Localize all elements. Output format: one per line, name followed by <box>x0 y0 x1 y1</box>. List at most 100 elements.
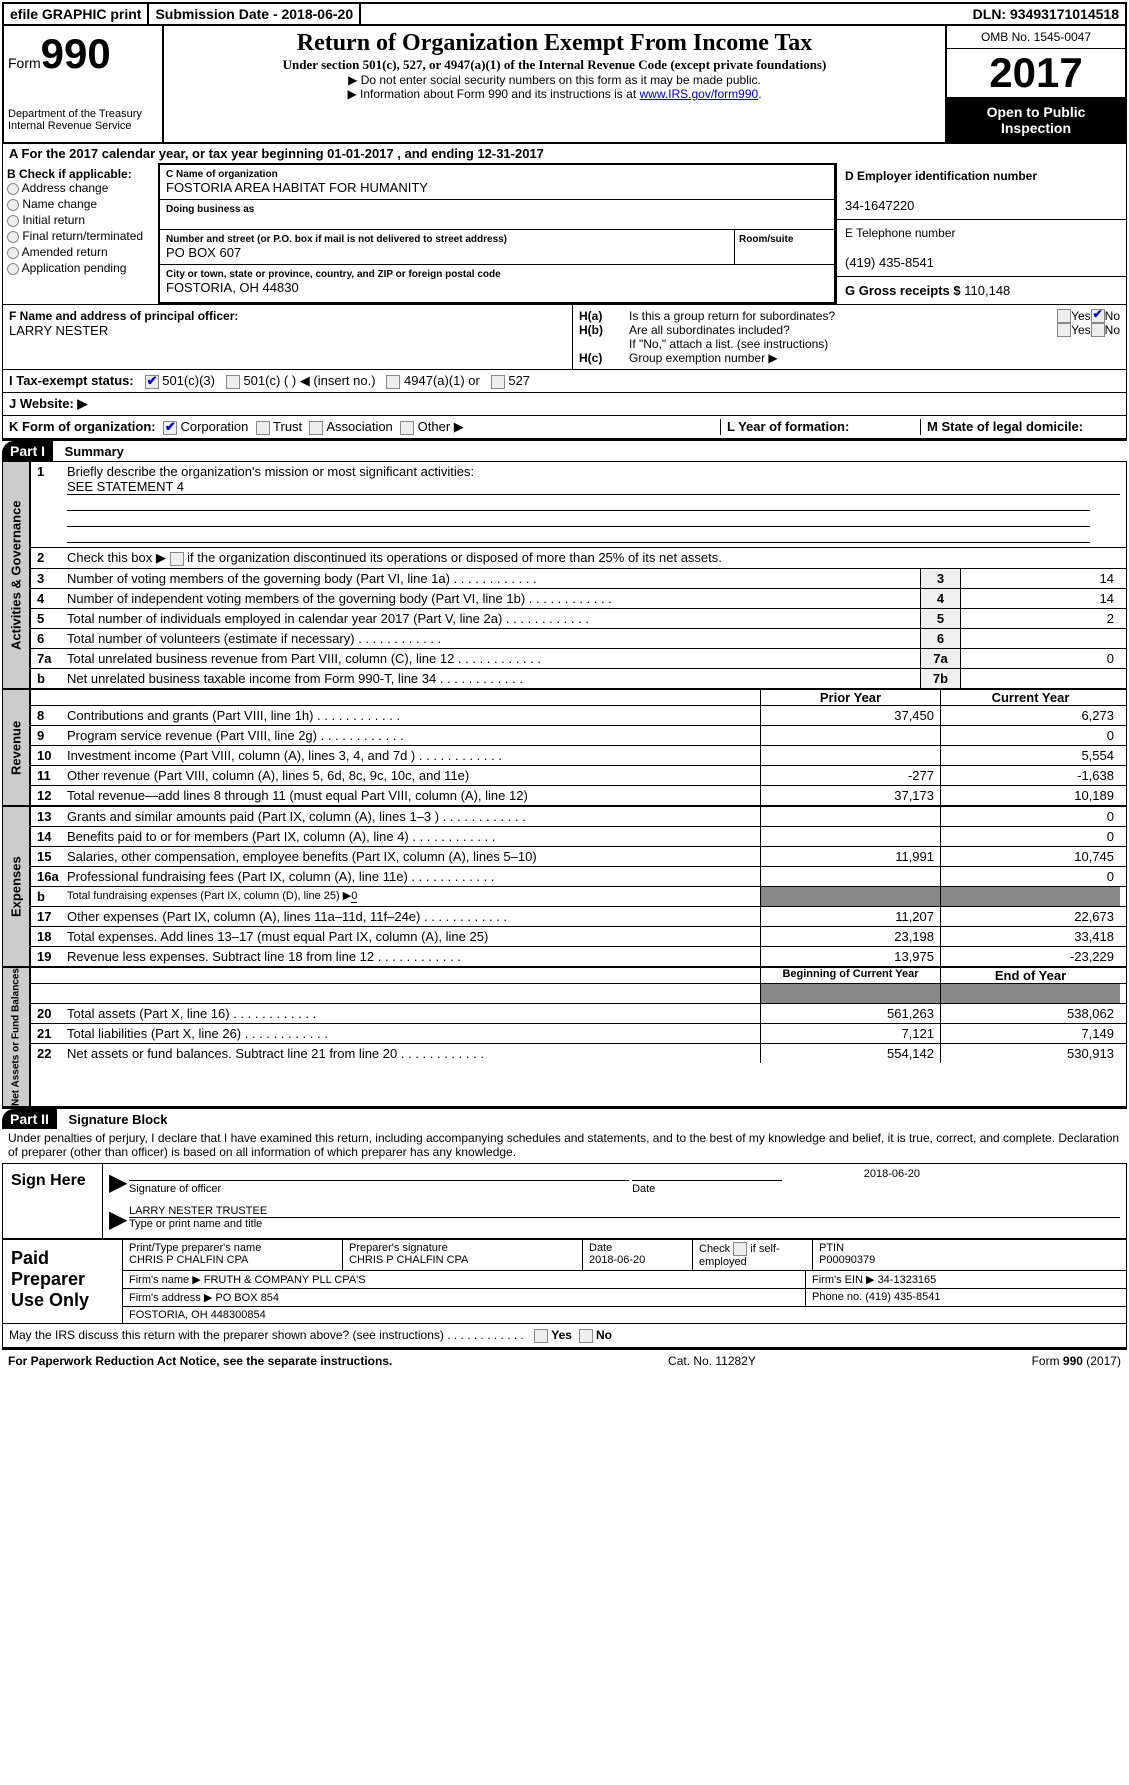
name-change-radio[interactable] <box>7 199 19 211</box>
form-title: Return of Organization Exempt From Incom… <box>168 30 941 57</box>
initial-return-radio[interactable] <box>7 215 19 227</box>
paid-preparer-label: Paid Preparer Use Only <box>3 1240 123 1323</box>
side-revenue: Revenue <box>2 689 30 806</box>
sig-date: 2018-06-20 <box>129 1168 1120 1180</box>
room-label: Room/suite <box>734 230 834 264</box>
ha-label: H(a) <box>579 309 629 323</box>
line5-value: 2 <box>960 609 1120 628</box>
side-netassets: Net Assets or Fund Balances <box>2 967 30 1107</box>
side-expenses: Expenses <box>2 806 30 967</box>
line7b-value <box>960 669 1120 688</box>
notice-info-pre: ▶ Information about Form 990 and its ins… <box>347 87 639 101</box>
ha-no-check[interactable] <box>1091 309 1105 323</box>
amended-return-radio[interactable] <box>7 247 19 259</box>
corp-check[interactable] <box>163 421 177 435</box>
firm-ein: 34-1323165 <box>878 1274 937 1286</box>
tax-year: 2017 <box>947 49 1125 98</box>
org-name: FOSTORIA AREA HABITAT FOR HUMANITY <box>166 180 828 195</box>
hb-yes-check[interactable] <box>1057 323 1071 337</box>
application-pending-radio[interactable] <box>7 263 19 275</box>
side-governance: Activities & Governance <box>2 461 30 689</box>
street-value: PO BOX 607 <box>166 245 734 260</box>
hb-no-check[interactable] <box>1091 323 1105 337</box>
part1-header: Part I <box>2 441 53 461</box>
self-emp-check[interactable] <box>733 1242 747 1256</box>
hc-label: H(c) <box>579 351 629 365</box>
discuss-yes-check[interactable] <box>534 1329 548 1343</box>
org-name-label: C Name of organization <box>166 169 828 180</box>
top-bar: efile GRAPHIC print Submission Date - 20… <box>2 2 1127 26</box>
hdr-curr: Current Year <box>940 690 1120 705</box>
line7a-value: 0 <box>960 649 1120 668</box>
sig-officer-label: Signature of officer <box>129 1180 629 1195</box>
i-label: I Tax-exempt status: <box>9 373 134 388</box>
paperwork-notice: For Paperwork Reduction Act Notice, see … <box>8 1354 392 1368</box>
final-return-radio[interactable] <box>7 231 19 243</box>
city-label: City or town, state or province, country… <box>166 269 828 280</box>
line6-value <box>960 629 1120 648</box>
omb-number: OMB No. 1545-0047 <box>947 26 1125 49</box>
discuss-no-check[interactable] <box>579 1329 593 1343</box>
other-check[interactable] <box>400 421 414 435</box>
notice-ssn: ▶ Do not enter social security numbers o… <box>168 73 941 87</box>
dba-label: Doing business as <box>166 204 828 215</box>
b-label: B Check if applicable: <box>7 167 154 181</box>
penalty-text: Under penalties of perjury, I declare th… <box>2 1129 1127 1161</box>
line4-text: Number of independent voting members of … <box>67 591 920 606</box>
527-check[interactable] <box>491 375 505 389</box>
officer-label: F Name and address of principal officer: <box>9 309 566 323</box>
part2-title: Signature Block <box>69 1112 168 1127</box>
gross-value: 110,148 <box>964 283 1010 298</box>
l-label: L Year of formation: <box>727 419 849 434</box>
efile-label: efile GRAPHIC print <box>4 4 149 24</box>
submission-date: Submission Date - 2018-06-20 <box>149 4 361 24</box>
part2-header: Part II <box>2 1109 57 1129</box>
ha-text: Is this a group return for subordinates? <box>629 309 1057 323</box>
firm-addr2: FOSTORIA, OH 448300854 <box>123 1307 272 1323</box>
section-d: D Employer identification number 34-1647… <box>836 163 1126 304</box>
line6-text: Total number of volunteers (estimate if … <box>67 631 920 646</box>
row-a-period: A For the 2017 calendar year, or tax yea… <box>3 144 1126 163</box>
open-inspection: Open to Public Inspection <box>947 98 1125 142</box>
street-label: Number and street (or P.O. box if mail i… <box>166 234 734 245</box>
hc-text: Group exemption number ▶ <box>629 351 778 365</box>
section-c: C Name of organization FOSTORIA AREA HAB… <box>158 163 836 304</box>
line2-check[interactable] <box>170 552 184 566</box>
line7b-text: Net unrelated business taxable income fr… <box>67 671 920 686</box>
line1-value: SEE STATEMENT 4 <box>67 479 1120 495</box>
assoc-check[interactable] <box>309 421 323 435</box>
hdr-boy: Beginning of Current Year <box>760 968 940 983</box>
cat-number: Cat. No. 11282Y <box>668 1354 756 1368</box>
hdr-prior: Prior Year <box>760 690 940 705</box>
preparer-date: 2018-06-20 <box>589 1254 686 1266</box>
k-label: K Form of organization: <box>9 419 156 434</box>
irs-link[interactable]: www.IRS.gov/form990 <box>639 87 758 101</box>
tel-label: E Telephone number <box>845 226 1118 240</box>
trust-check[interactable] <box>256 421 270 435</box>
hb-label: H(b) <box>579 323 629 337</box>
irs-label: Internal Revenue Service <box>8 120 158 132</box>
signer-name: LARRY NESTER TRUSTEE <box>129 1205 1120 1218</box>
501c3-check[interactable] <box>145 375 159 389</box>
ptin-value: P00090379 <box>819 1254 1120 1266</box>
ein-label: D Employer identification number <box>845 169 1118 183</box>
line7a-text: Total unrelated business revenue from Pa… <box>67 651 920 666</box>
501c-check[interactable] <box>226 375 240 389</box>
firm-phone: (419) 435-8541 <box>865 1291 940 1303</box>
4947-check[interactable] <box>386 375 400 389</box>
address-change-radio[interactable] <box>7 183 19 195</box>
hb-note: If "No," attach a list. (see instruction… <box>629 337 1120 351</box>
city-value: FOSTORIA, OH 44830 <box>166 280 828 295</box>
form-subtitle: Under section 501(c), 527, or 4947(a)(1)… <box>168 57 941 73</box>
tel-value: (419) 435-8541 <box>845 255 1118 270</box>
j-label: J Website: ▶ <box>9 396 87 411</box>
dln: DLN: 93493171014518 <box>967 4 1125 24</box>
part1-title: Summary <box>65 444 124 459</box>
ha-yes-check[interactable] <box>1057 309 1071 323</box>
line3-text: Number of voting members of the governin… <box>67 571 920 586</box>
signer-name-label: Type or print name and title <box>129 1218 1120 1230</box>
firm-name: FRUTH & COMPANY PLL CPA'S <box>204 1274 366 1286</box>
dept-treasury: Department of the Treasury <box>8 108 158 120</box>
sign-here-label: Sign Here <box>3 1164 103 1238</box>
section-b: B Check if applicable: Address change Na… <box>3 163 158 304</box>
